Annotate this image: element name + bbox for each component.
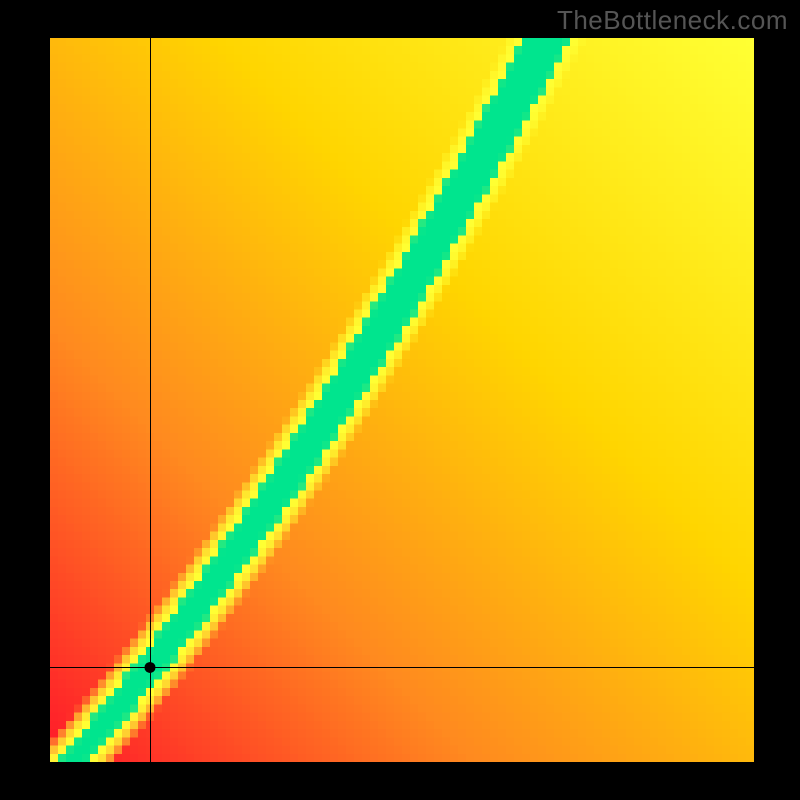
chart-container: TheBottleneck.com: [0, 0, 800, 800]
watermark-text: TheBottleneck.com: [557, 5, 788, 36]
heatmap-plot: [50, 38, 754, 762]
overlay-canvas: [50, 38, 754, 762]
